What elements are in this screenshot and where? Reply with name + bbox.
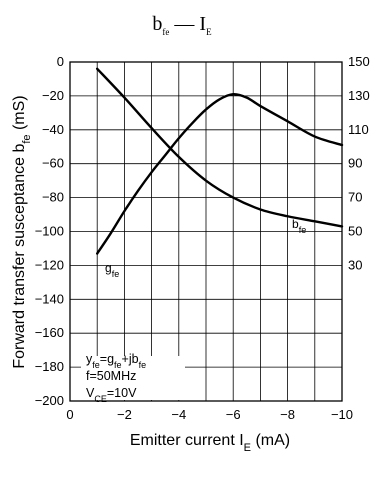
x-axis-title: Emitter current IE (mA)	[130, 432, 290, 454]
right-tick-label: 130	[348, 88, 370, 103]
right-tick-label: 30	[348, 257, 362, 272]
left-tick-label: −100	[35, 224, 64, 239]
left-tick-label: 0	[57, 54, 64, 69]
left-tick-label: −160	[35, 325, 64, 340]
right-axis-ticks: 150 130 110 90 70 50 30	[348, 54, 370, 272]
right-tick-label: 90	[348, 156, 362, 171]
right-tick-label: 150	[348, 54, 370, 69]
series-label-gfe: gfe	[105, 261, 119, 279]
x-tick-label: −6	[226, 407, 241, 422]
series-line-gfe	[96, 92, 344, 255]
condition-vce: VCE=10V	[86, 386, 137, 404]
x-tick-label: −4	[171, 407, 186, 422]
left-tick-label: −20	[42, 88, 64, 103]
conditions-box	[81, 356, 185, 400]
right-tick-label: 70	[348, 190, 362, 205]
condition-yfe: yfe=gfe+jbfe	[86, 352, 146, 370]
series-line-bfe	[96, 67, 344, 228]
left-axis-ticks: 0 −20 −40 −60 −80 −100 −120 −140 −160 −180 −200	[35, 54, 64, 408]
plot-frame	[69, 61, 343, 402]
right-tick-label: 50	[348, 224, 362, 239]
right-tick-label: 110	[348, 122, 369, 137]
left-tick-label: −140	[35, 291, 64, 306]
left-tick-label: −60	[42, 156, 64, 171]
left-tick-label: −40	[42, 122, 64, 137]
x-tick-label: −2	[117, 407, 132, 422]
x-tick-label: −10	[331, 407, 353, 422]
series-lines	[96, 67, 344, 255]
left-tick-label: −80	[42, 190, 64, 205]
x-tick-label: 0	[66, 407, 73, 422]
chart-title: bfe — IE	[152, 13, 212, 37]
left-tick-label: −120	[35, 257, 64, 272]
x-tick-label: −8	[280, 407, 295, 422]
condition-frequency: f=50MHz	[86, 369, 136, 383]
left-tick-label: −180	[35, 359, 64, 374]
x-axis-ticks: 0 −2 −4 −6 −8 −10	[66, 407, 353, 422]
y-axis-title: Forward transfer susceptance bfe (mS)	[11, 95, 33, 368]
left-tick-label: −200	[35, 393, 64, 408]
series-label-bfe: bfe	[292, 217, 306, 235]
